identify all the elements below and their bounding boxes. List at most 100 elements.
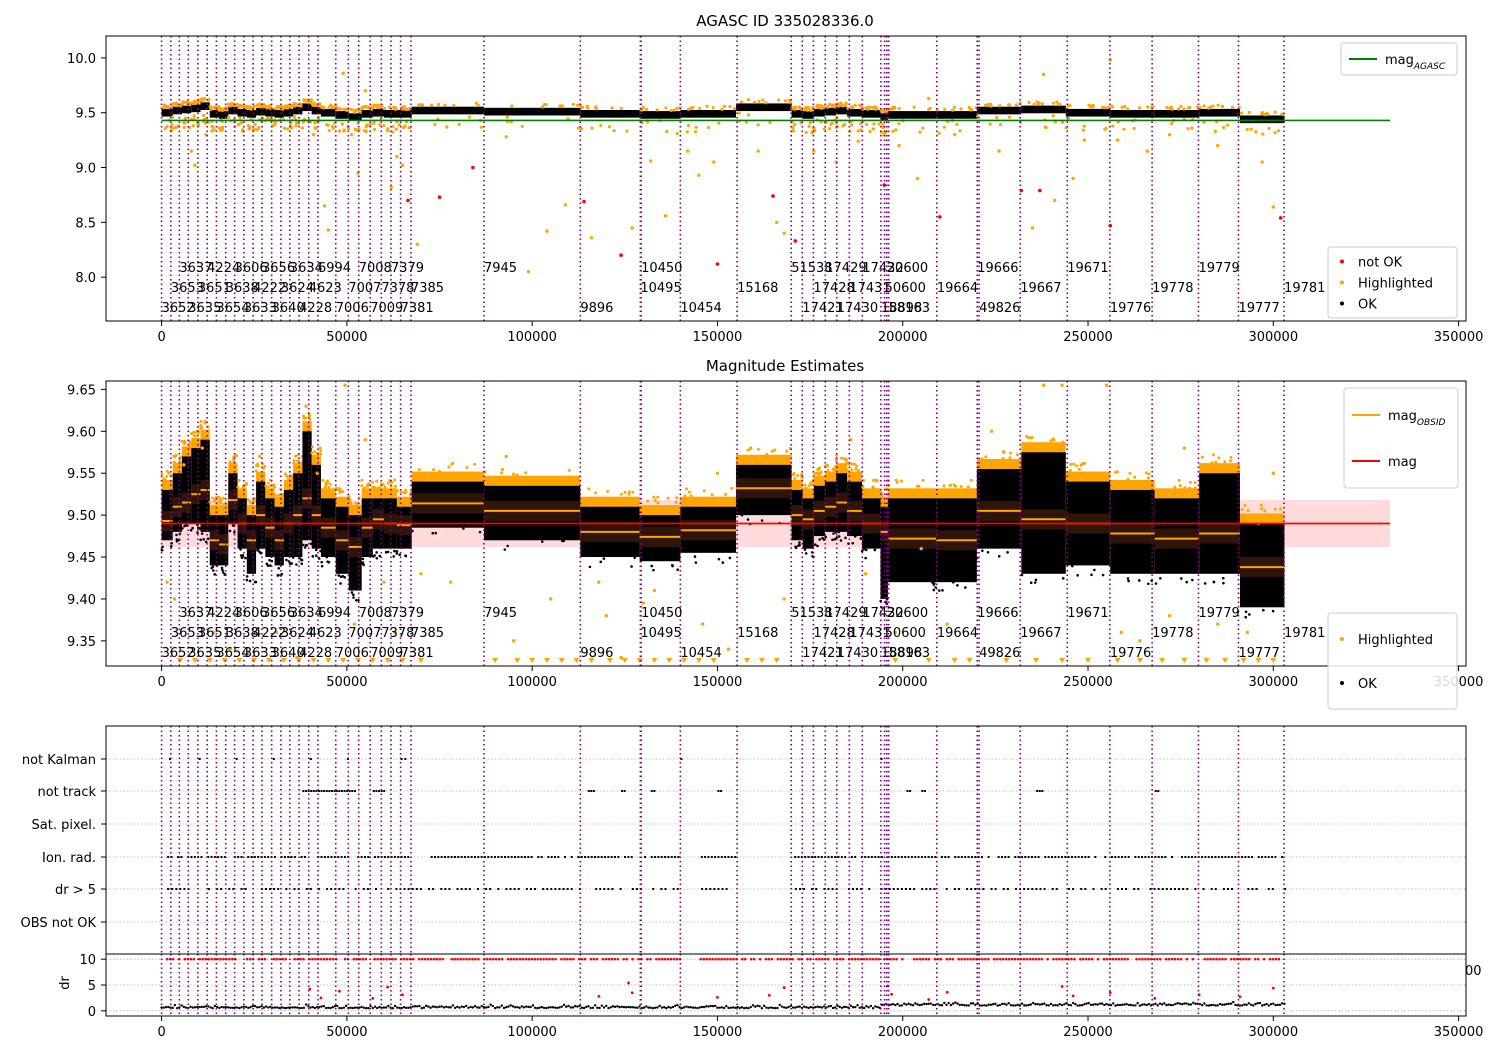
dr5-flag — [562, 888, 565, 890]
ok-point-band — [411, 106, 484, 115]
dr5-flag — [305, 888, 308, 890]
dr-ok-point — [562, 1003, 566, 1007]
obsid-label: 19778 — [1152, 281, 1193, 296]
highlighted-point — [1041, 383, 1046, 387]
dr-clipped-point — [477, 957, 480, 961]
dr-clipped-point — [245, 957, 249, 961]
highlighted-point — [520, 124, 524, 128]
dr-ok-point — [211, 1007, 214, 1010]
obsid-label: 17421 — [802, 646, 843, 661]
highlighted-point — [757, 99, 761, 104]
dr-ok-point — [320, 1005, 323, 1008]
dr-ok-point — [1129, 1003, 1133, 1007]
highlighted-point-fringe — [680, 496, 736, 507]
ion-rad-flag — [1221, 856, 1224, 858]
highlighted-point — [1271, 471, 1276, 475]
dr5-flag — [811, 888, 814, 890]
ok-point-band — [172, 106, 182, 115]
dr-clipped-point — [1084, 957, 1088, 961]
highlighted-point — [997, 149, 1001, 153]
ion-rad-flag — [610, 856, 613, 858]
dr-ok-point — [1096, 1003, 1099, 1006]
highlighted-point — [465, 466, 469, 470]
highlighted-point — [394, 127, 398, 131]
not-track-flag — [323, 790, 326, 792]
ok-point — [181, 527, 184, 530]
highlighted-point — [200, 97, 204, 101]
highlighted-point — [314, 103, 318, 107]
ion-rad-flag — [734, 856, 737, 858]
ion-rad-flag — [914, 856, 917, 858]
highlighted-point — [258, 454, 262, 459]
ok-point — [671, 564, 674, 568]
out-of-range-marker — [1033, 657, 1040, 663]
ion-rad-flag — [730, 856, 733, 858]
dr-clipped-point — [995, 957, 999, 961]
dr-ok-point — [807, 1006, 810, 1010]
highlighted-point — [1265, 111, 1269, 115]
dr-clipped-point — [536, 957, 540, 961]
ion-rad-flag — [967, 856, 970, 858]
dr-ok-point — [789, 1004, 793, 1008]
ok-point-band — [802, 111, 814, 119]
x-tick-label: 200000 — [878, 675, 928, 690]
not-ok-point — [406, 198, 410, 203]
highlighted-point — [319, 449, 323, 453]
highlighted-point — [793, 476, 797, 480]
dr-clipped-point — [165, 957, 169, 961]
dr5-flag — [513, 888, 516, 890]
highlighted-point — [319, 452, 323, 456]
dr-ok-point — [1134, 1004, 1137, 1007]
ion-rad-flag — [267, 856, 270, 858]
obsid-label: 10454 — [680, 301, 721, 316]
dr-ok-point — [522, 1006, 526, 1009]
ok-point — [831, 538, 834, 542]
highlighted-point — [587, 487, 591, 491]
dr-not-ok-point — [782, 986, 786, 989]
obsid-label: 3624 — [281, 626, 314, 641]
dr-ok-point — [547, 1006, 550, 1009]
dr-ok-point — [478, 1006, 481, 1009]
not-track-flag — [346, 790, 349, 792]
dr-ok-point — [500, 1004, 503, 1007]
not-ok-point — [437, 195, 442, 199]
dr5-flag — [1255, 888, 1258, 890]
ok-point — [937, 589, 941, 592]
dr5-flag — [990, 888, 993, 890]
highlighted-point — [988, 122, 992, 126]
dr-ok-point — [731, 1006, 735, 1009]
highlighted-point — [1176, 107, 1181, 111]
highlighted-point — [685, 130, 689, 134]
highlighted-point — [980, 457, 984, 461]
dr-ok-point — [1000, 1002, 1004, 1006]
x-tick-label: 300000 — [1248, 1025, 1298, 1040]
dr-ok-point — [542, 1006, 546, 1010]
dr-clipped-point — [1230, 957, 1233, 961]
highlighted-point — [652, 495, 656, 499]
ion-rad-flag — [654, 856, 657, 858]
ok-point — [360, 562, 364, 565]
highlighted-point — [563, 203, 568, 207]
dr-ok-point — [487, 1005, 490, 1009]
out-of-range-marker — [695, 657, 702, 663]
dr5-flag — [823, 888, 826, 890]
dr-ok-point — [838, 1005, 841, 1009]
highlighted-point — [304, 404, 308, 408]
dr-ok-point — [1156, 1004, 1159, 1007]
obsid-label: 3634 — [290, 261, 323, 276]
highlighted-point — [1220, 104, 1225, 109]
dr-ok-point — [1147, 1002, 1150, 1006]
dr-clipped-point — [272, 957, 276, 961]
dr-clipped-point — [806, 957, 809, 961]
out-of-range-marker — [1085, 657, 1092, 663]
highlighted-point — [292, 458, 296, 462]
dr-ok-point — [685, 1005, 688, 1008]
dr5-flag — [1173, 888, 1176, 890]
dr5-flag — [709, 888, 712, 890]
dr5-flag — [485, 888, 488, 890]
ion-rad-flag — [1084, 856, 1087, 858]
dr-clipped-point — [770, 957, 774, 961]
x-tick-label: 300000 — [1248, 330, 1298, 345]
not-track-flag — [921, 790, 924, 792]
ok-point — [818, 538, 822, 541]
